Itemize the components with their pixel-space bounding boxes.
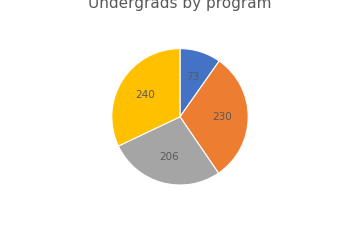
Wedge shape — [112, 49, 180, 146]
Wedge shape — [118, 117, 219, 185]
Text: 73: 73 — [186, 72, 199, 82]
Text: 230: 230 — [212, 112, 231, 122]
Text: 206: 206 — [159, 152, 179, 162]
Wedge shape — [180, 49, 219, 117]
Text: 240: 240 — [135, 89, 154, 100]
Title: Undergrads by program: Undergrads by program — [88, 0, 272, 11]
Wedge shape — [180, 61, 248, 173]
